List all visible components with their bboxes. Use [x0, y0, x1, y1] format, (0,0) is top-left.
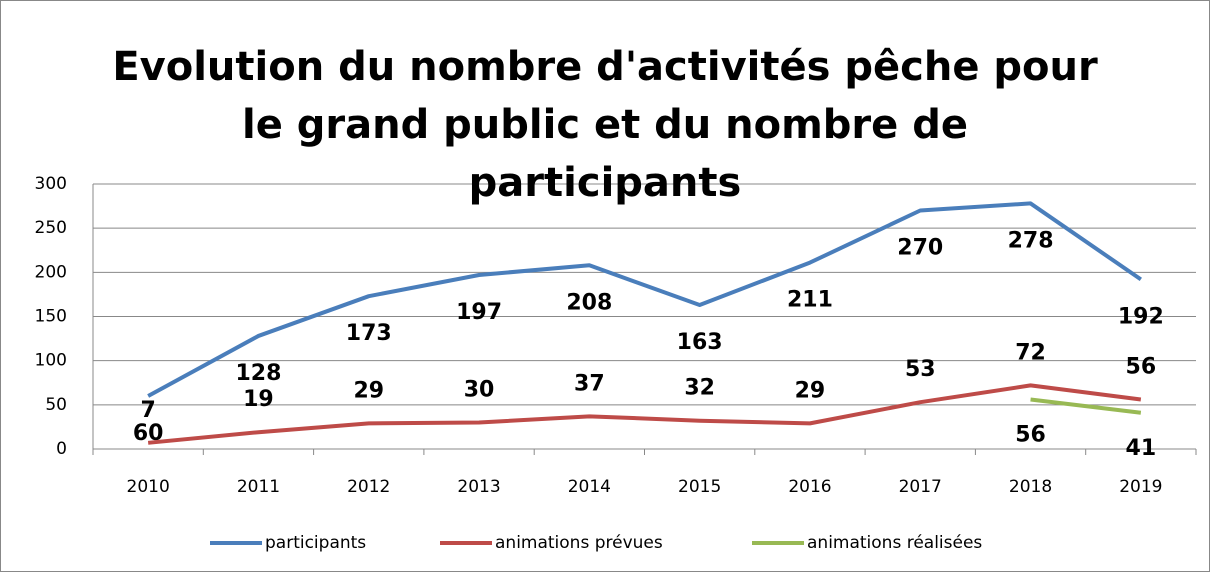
x-tick-label: 2011	[237, 477, 280, 497]
chart-title: Evolution du nombre d'activités pêche po…	[112, 44, 1098, 206]
data-label: 53	[905, 357, 936, 382]
data-label: 19	[243, 387, 274, 412]
data-label: 30	[464, 378, 495, 403]
x-tick-label: 2018	[1009, 477, 1052, 497]
data-label: 7	[140, 398, 155, 423]
data-label: 41	[1126, 436, 1157, 461]
series-line	[1030, 397, 1142, 415]
data-label: 37	[574, 371, 605, 396]
data-label: 211	[787, 288, 833, 313]
x-tick-label: 2014	[568, 477, 611, 497]
data-label: 128	[235, 361, 281, 386]
x-tick-label: 2016	[788, 477, 831, 497]
data-label: 278	[1008, 228, 1054, 253]
y-tick-label: 100	[35, 351, 67, 371]
data-label: 72	[1015, 340, 1046, 365]
y-tick-label: 50	[45, 395, 67, 415]
data-label: 29	[353, 378, 384, 403]
data-label: 270	[897, 236, 943, 261]
data-label: 173	[346, 321, 392, 346]
x-tick-label: 2017	[899, 477, 942, 497]
data-label: 29	[795, 378, 826, 403]
data-label: 56	[1126, 355, 1157, 380]
y-tick-label: 250	[35, 218, 67, 238]
legend-label: animations prévues	[495, 533, 663, 553]
x-tick-label: 2013	[457, 477, 500, 497]
data-label: 208	[566, 290, 612, 315]
data-label: 56	[1015, 423, 1046, 448]
y-tick-label: 0	[56, 439, 67, 459]
series-line	[147, 201, 1142, 398]
y-tick-label: 150	[35, 307, 67, 327]
data-label: 32	[684, 376, 715, 401]
y-tick-label: 300	[35, 174, 67, 194]
y-tick-label: 200	[35, 262, 67, 282]
x-tick-label: 2012	[347, 477, 390, 497]
data-label: 192	[1118, 304, 1164, 329]
legend-label: participants	[265, 533, 366, 553]
legend-label: animations réalisées	[807, 533, 982, 553]
x-tick-label: 2019	[1119, 477, 1162, 497]
data-label: 197	[456, 300, 502, 325]
data-label: 163	[677, 330, 723, 355]
x-tick-label: 2010	[127, 477, 170, 497]
series-line	[147, 383, 1142, 445]
x-tick-label: 2015	[678, 477, 721, 497]
